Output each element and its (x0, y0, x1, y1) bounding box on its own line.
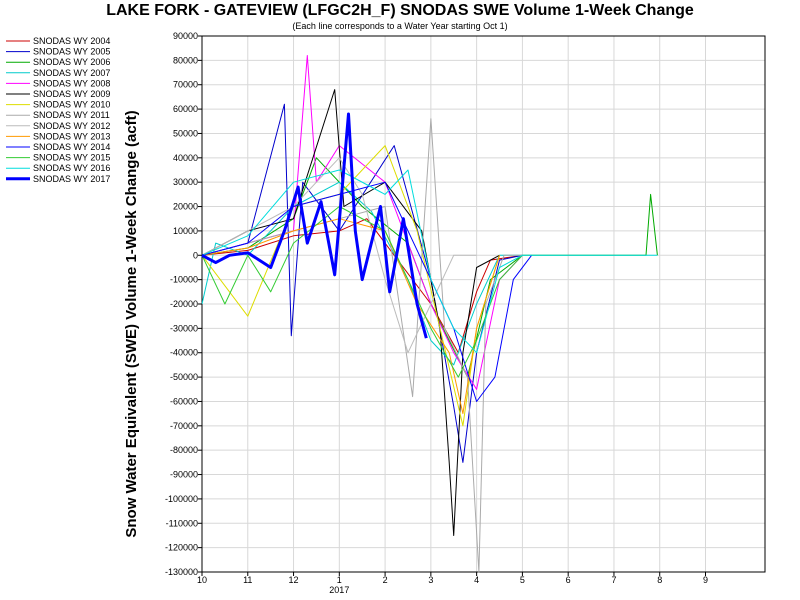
legend-entry: SNODAS WY 2015 (33, 153, 110, 163)
y-tick-label: 50000 (173, 128, 198, 138)
y-tick-label: -90000 (170, 470, 198, 480)
legend-entry: SNODAS WY 2014 (33, 142, 110, 152)
y-tick-label: -80000 (170, 445, 198, 455)
grid (201, 35, 765, 573)
x-axis: 10 11 12 1 2 3 4 5 6 7 8 9 (197, 572, 708, 585)
x-tick-label: 3 (428, 575, 433, 585)
legend-entry: SNODAS WY 2011 (33, 110, 110, 120)
legend-entry: SNODAS WY 2007 (33, 68, 110, 78)
legend-entry: SNODAS WY 2010 (33, 100, 110, 110)
legend-entry: SNODAS WY 2017 (33, 174, 110, 184)
y-tick-label: 0 (193, 250, 198, 260)
legend-entry: SNODAS WY 2005 (33, 47, 110, 57)
series-line-snodas-wy-2004 (201, 218, 523, 354)
x-tick-label: 1 (337, 575, 342, 585)
y-tick-label: -100000 (165, 494, 198, 504)
y-tick-label: -60000 (170, 396, 198, 406)
series-line-snodas-wy-2013 (201, 218, 500, 415)
y-tick-label: -50000 (170, 372, 198, 382)
y-tick-label: 20000 (173, 202, 198, 212)
chart-title: LAKE FORK - GATEVIEW (LFGC2H_F) SNODAS S… (106, 2, 694, 19)
chart-subtitle: (Each line corresponds to a Water Year s… (292, 21, 508, 31)
x-tick-label: 9 (703, 575, 708, 585)
x-tick-label: 5 (520, 575, 525, 585)
series-line-snodas-wy-2008 (201, 55, 523, 390)
x-tick-label: 6 (566, 575, 571, 585)
x-tick-label: 11 (243, 575, 252, 585)
series-line-snodas-wy-2016 (201, 169, 658, 354)
y-tick-label: 90000 (173, 31, 198, 41)
y-tick-label: -130000 (165, 567, 198, 577)
x-tick-label: 7 (611, 575, 616, 585)
y-tick-label: -40000 (170, 348, 198, 358)
legend-entry: SNODAS WY 2012 (33, 121, 110, 131)
x-tick-label: 12 (289, 575, 299, 585)
x-tick-label: 10 (197, 575, 207, 585)
y-tick-label: -70000 (170, 421, 198, 431)
legend-entry: SNODAS WY 2016 (33, 163, 110, 173)
x-axis-year-label: 2017 (329, 585, 349, 595)
x-tick-label: 4 (474, 575, 479, 585)
x-tick-label: 2 (383, 575, 388, 585)
y-tick-label: -110000 (166, 518, 198, 528)
series-line-snodas-wy-2010 (201, 145, 500, 427)
legend-entry: SNODAS WY 2009 (33, 89, 110, 99)
y-tick-label: -10000 (170, 275, 198, 285)
series-line-snodas-wy-2015 (201, 206, 523, 378)
y-tick-label: -120000 (165, 543, 198, 553)
y-tick-label: 10000 (173, 226, 198, 236)
y-tick-label: -20000 (170, 299, 198, 309)
series-layer (201, 55, 658, 573)
y-tick-label: 40000 (173, 153, 198, 163)
y-tick-label: 60000 (173, 104, 198, 114)
legend-entry: SNODAS WY 2013 (33, 131, 110, 141)
legend-entry: SNODAS WY 2008 (33, 78, 110, 88)
y-axis: 90000 80000 70000 60000 50000 40000 30000 20000… (165, 31, 202, 577)
legend-entry: SNODAS WY 2006 (33, 57, 110, 67)
y-tick-label: 30000 (173, 177, 198, 187)
y-tick-label: 70000 (173, 80, 198, 90)
series-line-snodas-wy-2009 (201, 89, 500, 536)
series-line-snodas-wy-2017 (201, 112, 428, 339)
y-axis-label: Snow Water Equivalent (SWE) Volume 1-Wee… (123, 110, 140, 537)
y-tick-label: 80000 (173, 55, 198, 65)
legend-entry: SNODAS WY 2004 (33, 36, 110, 46)
x-tick-label: 8 (657, 575, 662, 585)
y-tick-label: -30000 (170, 323, 198, 333)
